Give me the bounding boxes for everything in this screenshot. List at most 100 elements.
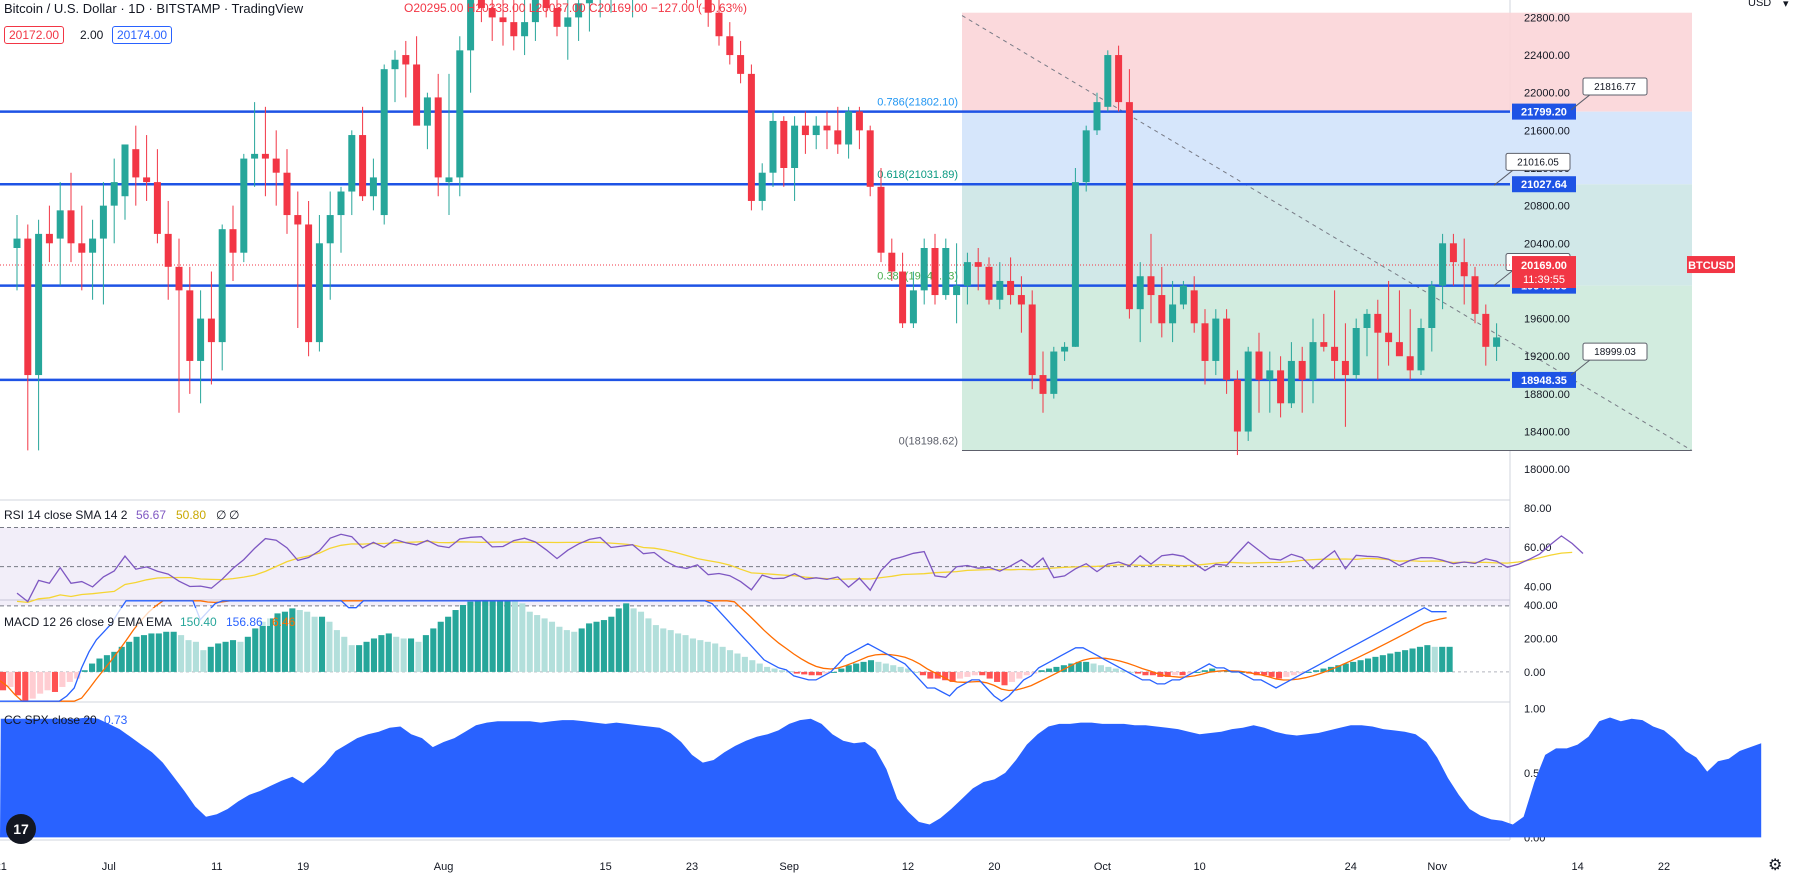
macd-histogram-bar xyxy=(1045,668,1053,672)
candle-up xyxy=(218,229,226,343)
macd-histogram-bar xyxy=(356,645,363,672)
candle-down xyxy=(132,149,140,178)
macd-histogram-bar xyxy=(252,628,259,672)
macd-histogram-bar xyxy=(719,646,726,672)
macd-histogram-bar xyxy=(89,663,96,672)
macd-legend-value: 156.86 xyxy=(226,615,263,629)
macd-histogram-bar xyxy=(7,671,14,687)
macd-histogram-bar xyxy=(727,650,734,672)
macd-histogram-bar xyxy=(1038,670,1045,672)
macd-histogram-bar xyxy=(578,628,585,672)
macd-histogram-bar xyxy=(1275,671,1283,679)
candle-up xyxy=(996,280,1004,300)
price-axis-tick: 19600.00 xyxy=(1524,314,1570,326)
rsi-sma-line xyxy=(16,540,1573,604)
macd-histogram-bar xyxy=(170,631,177,672)
candle-up xyxy=(812,125,820,136)
macd-histogram-bar xyxy=(541,618,548,672)
candle-down xyxy=(175,266,183,291)
macd-histogram-bar xyxy=(459,605,467,672)
macd-histogram-bar xyxy=(229,640,237,672)
ask-price[interactable]: 20174.00 xyxy=(112,26,173,44)
rsi-legend-value: ∅ xyxy=(229,508,239,522)
price-axis-tick: 18800.00 xyxy=(1524,389,1570,401)
candle-up xyxy=(1266,370,1274,380)
macd-histogram-bar xyxy=(1001,671,1008,686)
macd-histogram-bar xyxy=(281,611,288,672)
macd-histogram-bar xyxy=(22,671,29,702)
macd-histogram-bar xyxy=(341,636,348,672)
macd-histogram-bar xyxy=(452,610,459,672)
macd-histogram-bar xyxy=(1120,670,1127,672)
macd-histogram-bar xyxy=(1186,671,1194,674)
callout-leader xyxy=(1493,269,1515,286)
price-axis-tick: 22800.00 xyxy=(1524,12,1570,24)
fib-zone-upper xyxy=(962,111,1692,185)
macd-histogram-bar xyxy=(571,631,578,672)
candle-up xyxy=(920,248,928,291)
macd-histogram-bar xyxy=(1298,671,1305,674)
bid-price[interactable]: 20172.00 xyxy=(4,26,65,44)
macd-histogram-bar xyxy=(801,671,808,675)
price-axis-tick: 18400.00 xyxy=(1524,427,1570,439)
candle-down xyxy=(1223,318,1231,380)
candle-up xyxy=(391,59,399,70)
price-axis-tick: 22400.00 xyxy=(1524,50,1570,62)
macd-histogram-bar xyxy=(1053,666,1060,672)
candle-down xyxy=(229,229,237,253)
rsi-axis-tick: 60.00 xyxy=(1524,542,1552,554)
macd-histogram-bar xyxy=(155,633,162,672)
macd-histogram-bar xyxy=(830,671,837,673)
macd-histogram-bar xyxy=(1209,668,1216,672)
callout-label: 18999.03 xyxy=(1594,347,1636,358)
macd-histogram-bar xyxy=(422,635,429,672)
candle-down xyxy=(67,210,75,244)
tradingview-logo[interactable]: 17 xyxy=(6,814,36,844)
macd-histogram-bar xyxy=(734,653,741,672)
candle-up xyxy=(1287,360,1295,404)
candle-up xyxy=(1179,285,1187,305)
candle-up xyxy=(531,0,539,23)
candle-down xyxy=(899,271,907,324)
currency-label[interactable]: USD xyxy=(1748,0,1772,9)
macd-histogram-bar xyxy=(1320,668,1327,672)
fib-level-label: 0.786(21802.10) xyxy=(877,96,958,108)
candle-up xyxy=(521,22,529,37)
settings-gear-icon[interactable]: ⚙ xyxy=(1768,857,1783,874)
macd-histogram-bar xyxy=(1112,668,1119,672)
candle-up xyxy=(1493,337,1501,347)
macd-histogram-bar xyxy=(96,658,103,672)
candle-down xyxy=(1460,262,1468,277)
candle-up xyxy=(585,0,593,4)
macd-histogram-bar xyxy=(1127,671,1134,673)
macd-histogram-bar xyxy=(445,616,452,672)
macd-histogram-bar xyxy=(118,646,125,672)
symbol-title[interactable]: Bitcoin / U.S. Dollar · 1D · BITSTAMP · … xyxy=(4,1,304,16)
fib-zone-middle xyxy=(962,184,1692,286)
currency-dropdown-icon[interactable]: ▾ xyxy=(1783,0,1789,10)
macd-histogram-bar xyxy=(1379,655,1386,672)
candle-up xyxy=(13,238,21,248)
candle-down xyxy=(1406,356,1414,371)
candle-down xyxy=(1255,351,1263,380)
macd-histogram-bar xyxy=(986,671,993,679)
candle-down xyxy=(553,8,561,27)
level-price-tag xyxy=(1512,371,1576,388)
macd-histogram-bar xyxy=(1097,665,1105,672)
time-axis-tick: Aug xyxy=(434,861,454,873)
candle-down xyxy=(1298,360,1306,380)
candle-up xyxy=(240,158,248,253)
candle-down xyxy=(153,182,161,234)
macd-histogram-bar xyxy=(111,651,118,672)
macd-histogram-bar xyxy=(660,628,667,672)
macd-histogram-bar xyxy=(1290,671,1297,676)
macd-histogram-bar xyxy=(148,633,155,672)
macd-axis-tick: 0.00 xyxy=(1524,667,1545,679)
macd-histogram-bar xyxy=(133,636,140,672)
candle-up xyxy=(769,120,777,173)
macd-histogram-bar xyxy=(126,641,133,672)
macd-histogram-bar xyxy=(600,620,607,672)
candle-up xyxy=(337,191,345,216)
